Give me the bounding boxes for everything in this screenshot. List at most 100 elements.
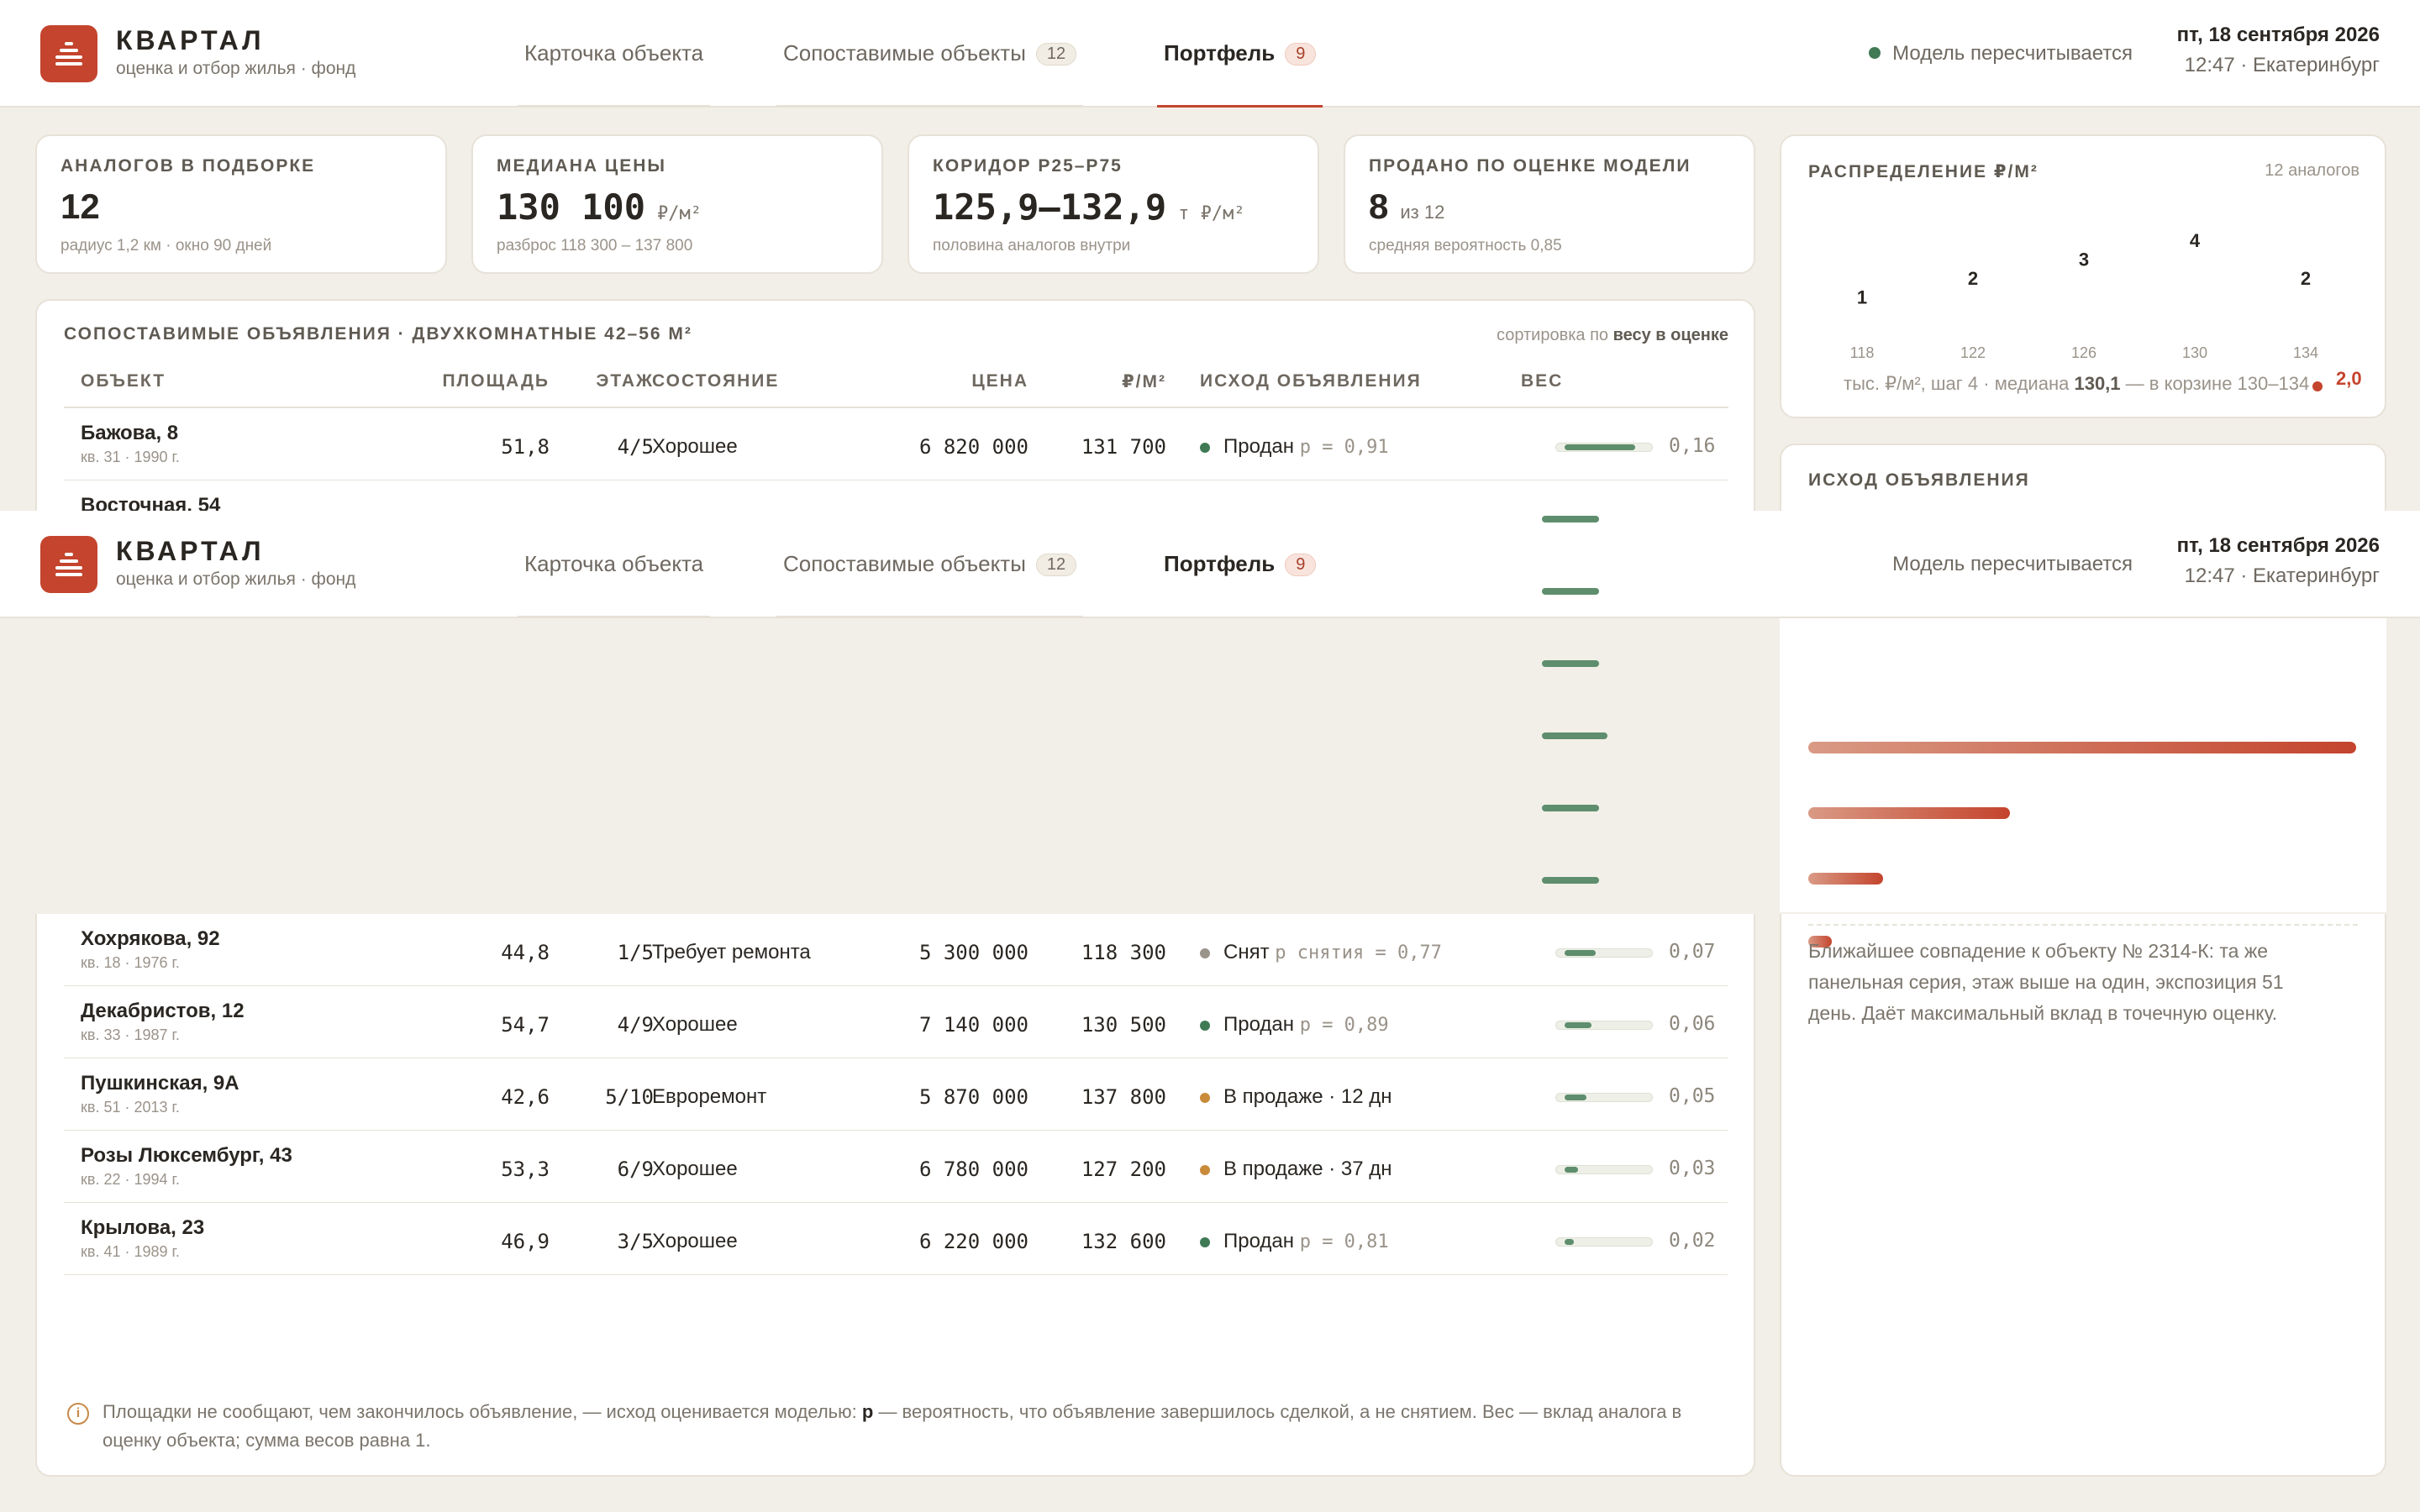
col-header-area[interactable]: ПЛОЩАДЬ [442, 371, 550, 391]
tab-object-card[interactable]: Карточка объекта [518, 40, 711, 108]
col-header-price[interactable]: ЦЕНА [971, 371, 1028, 391]
row-condition: Хорошее [652, 1158, 738, 1180]
row-outcome: Снят p снятия = 0,77 [1223, 941, 1442, 963]
row-floor: 1/5 [617, 941, 654, 964]
col-header-ppm[interactable]: ₽/М² [1122, 372, 1166, 391]
row-floor: 3/5 [617, 1230, 654, 1253]
row-ppm: 118 300 [1081, 941, 1166, 964]
tab-object-card[interactable]: Карточка объекта [518, 551, 711, 618]
row-area: 51,8 [501, 435, 550, 459]
app-logo-icon[interactable] [40, 25, 97, 82]
table-row[interactable]: Пушкинская, 9А кв. 51 · 2013 г. 42,6 5/1… [64, 1058, 1728, 1131]
kpi-card-analogs: АНАЛОГОВ В ПОДБОРКЕ 12 радиус 1,2 км · о… [35, 134, 447, 274]
kpi-value: 130 100 ₽/м² [497, 186, 702, 228]
outcome-dot-icon [1200, 1021, 1210, 1031]
status-text: Модель пересчитывается [1892, 553, 2133, 575]
bar-value-label: 2 [1968, 268, 1978, 289]
header-date: пт, 18 сентября 2026 [2176, 534, 2380, 557]
row-floor: 5/10 [605, 1085, 654, 1109]
tab-label: Портфель [1164, 551, 1276, 576]
outcome-title: ИСХОД ОБЪЯВЛЕНИЯ [1808, 470, 2030, 490]
tab-portfolio[interactable]: Портфель 9 [1164, 551, 1317, 618]
outcome-dot-icon [1200, 443, 1210, 453]
weight-bar-fragment [1542, 877, 1599, 884]
row-ppm: 130 500 [1081, 1013, 1166, 1037]
tab-count-badge: 9 [1285, 554, 1317, 576]
row-address: Декабристов, 12 [81, 1000, 245, 1022]
outcome-dot-icon [1200, 1237, 1210, 1247]
outcome-dot-icon [1200, 1093, 1210, 1103]
outcome-divider [1808, 924, 2358, 926]
tab-label: Сопоставимые объекты [783, 551, 1026, 576]
table-row[interactable]: Хохрякова, 92 кв. 18 · 1976 г. 44,8 1/5 … [64, 914, 1728, 986]
table-row[interactable]: Бажова, 8 кв. 31 · 1990 г. 51,8 4/5 Хоро… [64, 408, 1728, 480]
row-ppm: 131 700 [1081, 435, 1166, 459]
row-condition: Хорошее [652, 435, 738, 458]
tab-comparables[interactable]: Сопоставимые объекты 12 [776, 40, 1084, 108]
tab-portfolio[interactable]: Портфель 9 [1157, 40, 1323, 108]
col-header-condition[interactable]: СОСТОЯНИЕ [652, 371, 780, 391]
row-floor: 6/9 [617, 1158, 654, 1181]
table-sort[interactable]: сортировка по весу в оценке [1496, 326, 1728, 344]
row-meta: кв. 33 · 1987 г. [81, 1026, 180, 1043]
row-area: 42,6 [501, 1085, 550, 1109]
row-outcome: В продаже · 12 дн [1223, 1085, 1392, 1108]
kpi-label: КОРИДОР P25–P75 [933, 156, 1123, 176]
outcome-chart-area [1780, 618, 2386, 912]
nearest-match-text: Ближайшее совпадение к объекту № 2314-К:… [1808, 940, 2284, 1024]
kpi-value: 12 [60, 186, 100, 226]
weight-bar [1555, 948, 1653, 958]
row-weight: 0,03 [1669, 1158, 1716, 1179]
distribution-chart: 1 118 2 122 3 126 4 130 2 134 [1850, 230, 2318, 361]
kpi-card-sold: ПРОДАНО ПО ОЦЕНКЕ МОДЕЛИ 8 из 12 средняя … [1344, 134, 1755, 274]
row-floor: 4/5 [617, 435, 654, 459]
distribution-caption: тыс. ₽/м², шаг 4 · медиана 130,1 — в кор… [1844, 373, 2310, 394]
row-outcome: Продан p = 0,89 [1223, 1013, 1389, 1036]
info-icon: i [67, 1403, 89, 1425]
median-marker-icon [2312, 381, 2323, 391]
col-header-outcome[interactable]: ИСХОД ОБЪЯВЛЕНИЯ [1200, 371, 1422, 391]
status-dot-icon [1869, 47, 1881, 59]
weight-bar-fragment [1542, 732, 1607, 739]
row-address: Хохрякова, 92 [81, 927, 220, 950]
bar-value-label: 2 [2301, 268, 2311, 289]
tab-count-badge: 12 [1035, 43, 1077, 66]
col-header-floor[interactable]: ЭТАЖ [596, 371, 654, 391]
tab-label: Портфель [1164, 40, 1276, 66]
outcome-bar [1808, 936, 1832, 948]
header-time: 12:47 · Екатеринбург [2184, 54, 2380, 76]
row-meta: кв. 31 · 1990 г. [81, 449, 180, 465]
col-header-object[interactable]: ОБЪЕКТ [81, 371, 166, 391]
row-floor: 4/9 [617, 1013, 654, 1037]
tab-count-badge: 12 [1035, 554, 1077, 576]
row-area: 46,9 [501, 1230, 550, 1253]
weight-bar-fragment [1542, 516, 1599, 522]
row-ppm: 127 200 [1081, 1158, 1166, 1181]
row-address: Крылова, 23 [81, 1216, 205, 1239]
outcome-bar [1808, 873, 1884, 885]
kpi-sub: радиус 1,2 км · окно 90 дней [60, 237, 272, 255]
app-logo-icon[interactable] [40, 536, 97, 593]
outcome-dot-icon [1200, 1165, 1210, 1175]
table-row[interactable]: Декабристов, 12 кв. 33 · 1987 г. 54,7 4/… [64, 986, 1728, 1058]
tab-comparables[interactable]: Сопоставимые объекты 12 [776, 551, 1084, 618]
bar-value-label: 3 [2079, 249, 2089, 270]
x-tick-label: 122 [1960, 344, 1986, 361]
outcome-dot-icon [1200, 948, 1210, 958]
kpi-card-corridor: КОРИДОР P25–P75 125,9–132,9 т ₽/м² полови… [908, 134, 1319, 274]
row-price: 6 780 000 [918, 1158, 1028, 1181]
header-divider [64, 407, 1728, 408]
kpi-sub: средняя вероятность 0,85 [1369, 237, 1562, 255]
weight-bar-fragment [1542, 805, 1599, 811]
table-row[interactable]: Розы Люксембург, 43 кв. 22 · 1994 г. 53,… [64, 1131, 1728, 1203]
model-status: Модель пересчитывается [1869, 42, 2133, 66]
col-header-weight[interactable]: ВЕС [1521, 371, 1564, 391]
tab-count-badge: 9 [1285, 43, 1317, 66]
table-row[interactable]: Крылова, 23 кв. 41 · 1989 г. 46,9 3/5 Хо… [64, 1203, 1728, 1275]
app-name: КВАРТАЛ [116, 536, 265, 566]
row-area: 44,8 [501, 941, 550, 964]
median-marker-label: 2,0 [2336, 368, 2362, 389]
weight-bar [1555, 1021, 1653, 1030]
row-ppm: 137 800 [1081, 1085, 1166, 1109]
status-text: Модель пересчитывается [1892, 42, 2133, 65]
